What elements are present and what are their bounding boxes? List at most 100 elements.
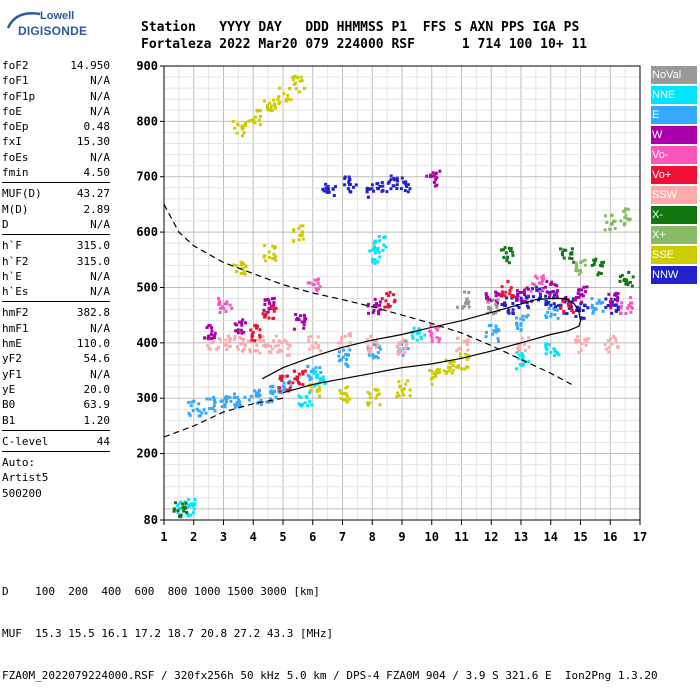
echo-point: [314, 366, 318, 370]
echo-point: [456, 336, 460, 340]
param-row: foEp 0.48: [2, 120, 110, 135]
param-label: h`F: [2, 239, 22, 253]
param-row: fxI 15.30: [2, 135, 110, 150]
echo-point: [297, 372, 301, 376]
param-label: hmE: [2, 337, 22, 351]
echo-point: [298, 234, 302, 237]
echo-point: [285, 374, 289, 378]
echo-point: [567, 306, 571, 310]
echo-point: [404, 339, 408, 343]
echo-point: [542, 277, 546, 281]
echo-point: [258, 351, 262, 355]
param-label: hmF1: [2, 321, 29, 335]
echo-point: [236, 123, 240, 127]
echo-point: [377, 312, 381, 316]
echo-point: [503, 304, 506, 307]
param-value: 63.9: [83, 398, 111, 412]
echo-point: [281, 374, 285, 378]
echo-point: [532, 295, 535, 299]
echo-point: [371, 257, 375, 261]
echo-point: [464, 352, 468, 356]
echo-point: [408, 394, 412, 398]
echo-point: [382, 236, 386, 239]
echo-point: [366, 390, 370, 394]
echo-point: [217, 346, 220, 350]
echo-point: [378, 300, 382, 304]
echo-point: [509, 247, 513, 250]
echo-point: [491, 332, 494, 336]
echo-point: [457, 364, 461, 368]
echo-point: [272, 309, 276, 313]
param-row: foF1p N/A: [2, 90, 110, 105]
echo-point: [238, 320, 241, 324]
echo-point: [286, 347, 290, 351]
echo-point: [266, 108, 270, 112]
echo-point: [545, 316, 549, 320]
footer-file-info: FZA0M_2022079224000.RSF / 320fx256h 50 k…: [2, 669, 658, 682]
echo-point: [519, 328, 523, 332]
echo-point: [434, 369, 438, 373]
echo-point: [484, 335, 488, 339]
echo-point: [430, 370, 434, 374]
echo-point: [428, 369, 432, 372]
legend-item: NNE: [651, 86, 697, 104]
echo-point: [307, 335, 311, 339]
echo-point: [295, 318, 299, 322]
echo-point: [510, 294, 514, 298]
param-label: yF1: [2, 367, 22, 381]
echo-point: [504, 251, 508, 255]
echo-point: [549, 351, 553, 354]
echo-point: [383, 305, 387, 309]
echo-point: [579, 348, 583, 352]
echo-point: [240, 337, 244, 341]
echo-point: [519, 298, 523, 302]
echo-point: [271, 244, 275, 248]
echo-point: [314, 341, 318, 345]
logo-product: DIGISONDE: [18, 24, 88, 38]
echo-point: [206, 337, 210, 340]
echo-point: [367, 302, 370, 306]
echo-point: [253, 339, 256, 343]
echo-point: [288, 379, 292, 383]
echo-point: [378, 303, 381, 307]
echo-point: [368, 392, 372, 396]
param-row: h`E N/A: [2, 270, 110, 285]
echo-point: [438, 337, 442, 341]
echo-point: [578, 293, 582, 297]
echo-point: [367, 311, 370, 315]
echo-point: [236, 345, 239, 348]
echo-point: [277, 95, 281, 99]
echo-point: [218, 338, 222, 342]
echo-point: [574, 269, 578, 272]
echo-point: [217, 336, 221, 340]
param-row: yE 20.0: [2, 383, 110, 398]
echo-point: [496, 298, 500, 302]
echo-point: [294, 81, 297, 85]
echo-point: [212, 334, 216, 338]
echo-point: [534, 274, 537, 278]
echo-point: [259, 403, 263, 407]
echo-point: [593, 258, 597, 262]
echo-point: [505, 259, 509, 263]
echo-point: [562, 310, 566, 314]
param-label: B1: [2, 413, 16, 427]
echo-point: [288, 386, 292, 390]
echo-point: [228, 303, 232, 307]
echo-point: [570, 309, 574, 312]
echo-point: [276, 344, 280, 347]
echo-point: [604, 297, 608, 301]
echo-point: [609, 306, 613, 310]
echo-point: [218, 302, 222, 306]
echo-point: [338, 389, 342, 392]
echo-point: [185, 510, 189, 514]
echo-point: [347, 180, 351, 184]
echo-point: [401, 353, 405, 357]
echo-point: [286, 353, 289, 357]
echo-point: [331, 187, 335, 191]
legend-item: SSW: [651, 186, 697, 204]
echo-point: [203, 336, 207, 340]
echo-point: [237, 398, 241, 402]
echo-point: [297, 227, 301, 230]
echo-point: [376, 351, 380, 355]
echo-point: [570, 251, 574, 255]
